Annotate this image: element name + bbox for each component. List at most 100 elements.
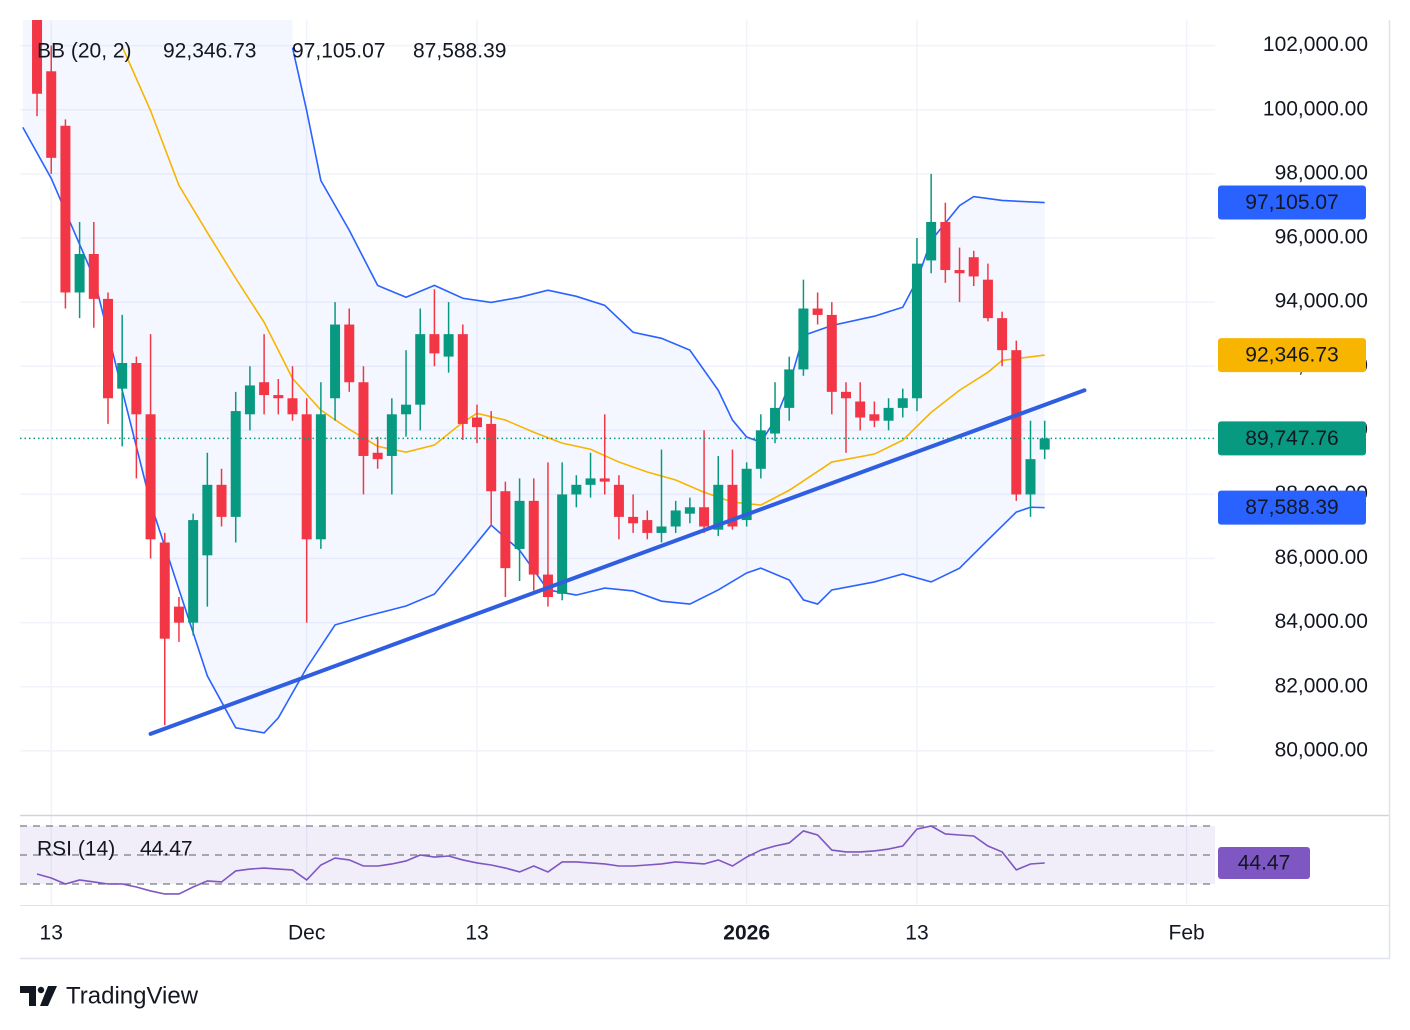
price-box-label: 97,105.07 [1245,191,1338,214]
candle-body [699,507,710,527]
candle-body [88,254,99,299]
candle-body [188,520,199,623]
candle-body [642,520,653,533]
y-tick-label: 82,000.00 [1275,674,1368,697]
candle-body [259,382,270,396]
candle-body [415,334,426,405]
candle-body [500,491,511,569]
candle-body [386,414,397,456]
candle-body [102,298,113,399]
y-tick-label: 100,000.00 [1263,97,1368,120]
candle-body [855,401,866,418]
candle-body [429,334,440,354]
price-box-label: 89,747.76 [1245,427,1338,450]
candle-body [571,484,582,495]
candle-body [954,270,965,274]
candle-body [869,414,880,421]
candle-body [727,484,738,527]
y-tick-label: 86,000.00 [1275,546,1368,569]
x-tick-label: 13 [465,922,488,945]
candle-body [372,452,383,460]
candle-body [287,398,298,415]
indicator-value: 92,346.73 [163,40,256,63]
price-pane [20,20,1215,736]
candle-body [32,20,43,94]
candle-body [486,423,497,492]
candle-body [46,71,57,158]
candle-body [344,324,355,383]
candle-body [471,417,482,428]
candle-body [1039,438,1050,450]
indicator-value: 97,105.07 [292,40,385,63]
logo-mark [40,986,57,1006]
candle-body [330,324,341,399]
candle-body [670,510,681,527]
x-tick-label: Feb [1169,922,1205,945]
candle-body [897,398,908,408]
candle-body [117,363,128,389]
price-box [1218,338,1366,373]
band-fill [22,20,1045,733]
candle-body [131,363,142,415]
rsi-line [36,825,1045,895]
candle-body [911,263,922,399]
candle-body [684,507,695,514]
rsi-label: RSI (14) [37,838,115,861]
candle-body [713,484,724,530]
candle-body [202,484,213,556]
x-tick-label: 13 [40,922,63,945]
band-line [121,46,1045,506]
candle-body [301,414,312,540]
candle-body [628,516,639,524]
x-tick-label: 13 [905,922,928,945]
indicator-label: BB (20, 2) [37,40,132,63]
candle-body [443,334,454,357]
y-tick-label: 96,000.00 [1275,226,1368,249]
candle-body [968,257,979,277]
candle-body [273,395,284,399]
logo-mark [20,986,36,1006]
price-box [1218,421,1366,456]
candle-body [60,125,71,293]
candle-body [145,414,156,540]
y-tick-label: 102,000.00 [1263,33,1368,56]
price-box [1218,185,1366,220]
candle-body [159,542,170,639]
labels: BB (20, 2) 92,346.73 97,105.07 87,588.39… [37,40,506,861]
band-line [22,126,1045,734]
logo: TradingView [20,982,199,1009]
candle-body [840,391,851,399]
rsi-box-label: 44.47 [1238,852,1291,875]
y-tick-label: 98,000.00 [1275,161,1368,184]
candle-body [1025,459,1036,495]
candle-body [1011,350,1022,495]
candle-body [770,407,781,434]
trendline [148,388,1087,736]
rsi-pane [20,825,1215,895]
candle-body [457,334,468,424]
grid [20,20,1215,905]
candle-body [514,500,525,549]
candle-body [997,318,1008,351]
axes: 80,000.0082,000.0084,000.0086,000.0088,0… [20,20,1391,960]
candle-body [528,500,539,575]
candle-body [798,308,809,370]
candle-body [940,221,951,271]
candle-body [74,254,85,293]
candle-body [358,382,369,456]
candle-body [401,404,412,415]
rsi-value: 44.47 [140,838,193,861]
candle-body [812,308,823,315]
candle-body [656,526,667,533]
price-box-label: 92,346.73 [1245,344,1338,367]
brand: TradingView [66,982,199,1009]
y-tick-label: 94,000.00 [1275,290,1368,313]
candle-body [244,385,255,415]
candle-body [557,494,568,594]
price-box [1218,490,1366,525]
candle-body [982,279,993,319]
x-tick-label: Dec [288,922,325,945]
y-tick-label: 80,000.00 [1275,738,1368,761]
